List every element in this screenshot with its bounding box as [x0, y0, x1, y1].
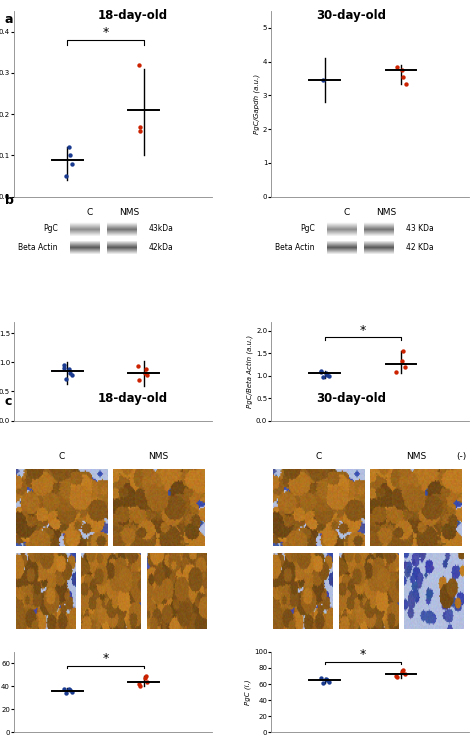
Text: 30-day-old: 30-day-old: [316, 392, 386, 405]
Point: [135, 678, 143, 690]
Point: [142, 364, 150, 375]
Text: NMS: NMS: [376, 208, 396, 217]
Text: 42kDa: 42kDa: [149, 243, 173, 252]
Point: [135, 59, 143, 71]
Point: [141, 367, 148, 379]
Text: (-): (-): [456, 452, 466, 461]
Text: *: *: [360, 648, 366, 661]
Text: Beta Actin: Beta Actin: [275, 243, 315, 252]
Y-axis label: PgC/Gapdh (a.u.): PgC/Gapdh (a.u.): [254, 74, 260, 134]
Text: PgC: PgC: [43, 224, 58, 233]
Point: [63, 372, 70, 384]
Text: C: C: [59, 452, 65, 461]
Point: [65, 683, 73, 695]
Point: [401, 361, 409, 373]
Point: [136, 121, 144, 132]
Point: [317, 672, 325, 684]
Text: NMS: NMS: [406, 452, 426, 461]
Point: [65, 364, 73, 375]
Text: NMS: NMS: [119, 208, 139, 217]
Text: Beta Actin: Beta Actin: [18, 243, 58, 252]
Point: [398, 355, 406, 367]
Point: [65, 141, 73, 153]
Point: [326, 369, 333, 381]
Point: [326, 676, 333, 687]
Point: [401, 668, 409, 680]
Point: [63, 687, 70, 699]
Text: NMS: NMS: [148, 452, 169, 461]
Point: [144, 676, 151, 687]
Point: [60, 362, 68, 374]
Point: [319, 371, 327, 383]
Point: [319, 74, 327, 86]
Point: [399, 664, 407, 676]
Point: [398, 666, 406, 678]
Point: [144, 369, 151, 381]
Point: [398, 64, 406, 76]
Point: [69, 369, 76, 381]
Text: a: a: [5, 13, 13, 26]
Point: [322, 673, 329, 684]
Point: [402, 78, 410, 90]
Point: [317, 366, 325, 378]
Point: [323, 369, 331, 381]
Point: [135, 374, 143, 386]
Point: [393, 671, 401, 683]
Text: 43 KDa: 43 KDa: [406, 224, 434, 233]
Point: [136, 125, 144, 137]
Point: [136, 680, 144, 692]
Point: [66, 367, 74, 379]
Y-axis label: PgC/Beta Actin (a.u.): PgC/Beta Actin (a.u.): [246, 335, 253, 408]
Text: C: C: [316, 452, 322, 461]
Point: [317, 365, 325, 377]
Point: [66, 149, 74, 161]
Text: 43kDa: 43kDa: [149, 224, 173, 233]
Point: [322, 367, 329, 379]
Text: c: c: [5, 395, 12, 408]
Text: 18-day-old: 18-day-old: [98, 9, 168, 22]
Point: [142, 670, 150, 682]
Point: [69, 686, 76, 698]
Point: [141, 673, 148, 684]
Point: [69, 158, 76, 169]
Text: b: b: [5, 194, 14, 207]
Text: *: *: [102, 26, 109, 39]
Text: C: C: [86, 208, 92, 217]
Point: [319, 677, 327, 689]
Point: [135, 360, 142, 372]
Text: 30-day-old: 30-day-old: [316, 9, 386, 22]
Point: [60, 359, 68, 371]
Text: PgC: PgC: [300, 224, 315, 233]
Point: [393, 61, 401, 73]
Point: [392, 670, 400, 682]
Text: *: *: [360, 324, 366, 337]
Text: C: C: [344, 208, 350, 217]
Point: [323, 674, 331, 686]
Text: 42 KDa: 42 KDa: [406, 243, 434, 252]
Point: [63, 170, 70, 182]
Text: 18-day-old: 18-day-old: [98, 392, 168, 405]
Point: [400, 71, 407, 82]
Point: [66, 684, 74, 696]
Text: *: *: [102, 652, 109, 665]
Point: [399, 345, 407, 357]
Point: [392, 366, 400, 378]
Point: [60, 683, 68, 695]
Y-axis label: PgC (i.): PgC (i.): [245, 679, 251, 705]
